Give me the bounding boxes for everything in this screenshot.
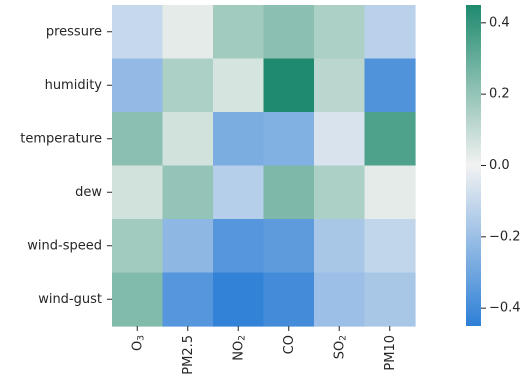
heatmap-cell xyxy=(162,58,214,113)
heatmap-cell xyxy=(314,58,366,113)
heatmap-cell xyxy=(162,5,214,60)
heatmap-cell xyxy=(263,5,315,60)
heatmap-cell xyxy=(112,165,164,220)
row-label: wind-gust xyxy=(38,292,102,307)
heatmap-cell xyxy=(263,165,315,220)
column-label: PM2.5 xyxy=(180,335,195,375)
row-label: temperature xyxy=(20,131,102,146)
column-label: NO2 xyxy=(231,335,248,361)
heatmap-cells xyxy=(112,5,416,327)
column-labels: O3 PM2.5 NO2 CO SO2 PM10 xyxy=(130,326,397,375)
heatmap-cell xyxy=(162,219,214,274)
heatmap-cell xyxy=(263,219,315,274)
heatmap-cell xyxy=(263,112,315,167)
heatmap-cell xyxy=(112,58,164,113)
heatmap-cell xyxy=(112,272,164,327)
heatmap-cell xyxy=(112,219,164,274)
heatmap-cell xyxy=(364,112,416,167)
heatmap-cell xyxy=(364,165,416,220)
heatmap-cell xyxy=(213,165,265,220)
row-label: dew xyxy=(75,185,102,200)
heatmap-cell xyxy=(112,5,164,60)
row-label: pressure xyxy=(46,24,102,39)
heatmap-cell xyxy=(213,112,265,167)
heatmap-cell xyxy=(314,219,366,274)
heatmap-cell xyxy=(112,112,164,167)
column-label: O3 xyxy=(130,335,147,351)
column-label: CO xyxy=(281,335,296,354)
row-label: wind-speed xyxy=(27,238,102,253)
heatmap-cell xyxy=(162,112,214,167)
colorbar: 0.4 0.2 0.0 −0.2 −0.4 xyxy=(466,5,521,326)
heatmap-cell xyxy=(213,5,265,60)
heatmap-cell xyxy=(213,58,265,113)
heatmap-cell xyxy=(162,165,214,220)
colorbar-gradient xyxy=(466,5,481,326)
heatmap-cell xyxy=(263,272,315,327)
colorbar-tick-label: 0.4 xyxy=(489,15,510,30)
heatmap-cell xyxy=(263,58,315,113)
row-label: humidity xyxy=(45,78,103,93)
colorbar-tick-label: −0.4 xyxy=(489,301,521,316)
heatmap-cell xyxy=(213,272,265,327)
heatmap-cell xyxy=(364,58,416,113)
heatmap-cell xyxy=(314,112,366,167)
heatmap-cell xyxy=(364,219,416,274)
colorbar-tick-label: 0.2 xyxy=(489,87,510,102)
column-label: PM10 xyxy=(382,335,397,371)
heatmap-cell xyxy=(314,165,366,220)
column-label: SO2 xyxy=(332,335,349,359)
heatmap-cell xyxy=(314,272,366,327)
heatmap-cell xyxy=(364,5,416,60)
heatmap-cell xyxy=(364,272,416,327)
heatmap-cell xyxy=(213,219,265,274)
colorbar-tick-label: 0.0 xyxy=(489,158,510,173)
colorbar-tick-label: −0.2 xyxy=(489,229,521,244)
row-labels: pressure humidity temperature dew wind-speed… xyxy=(20,24,112,307)
heatmap-cell xyxy=(162,272,214,327)
heatmap-cell xyxy=(314,5,366,60)
